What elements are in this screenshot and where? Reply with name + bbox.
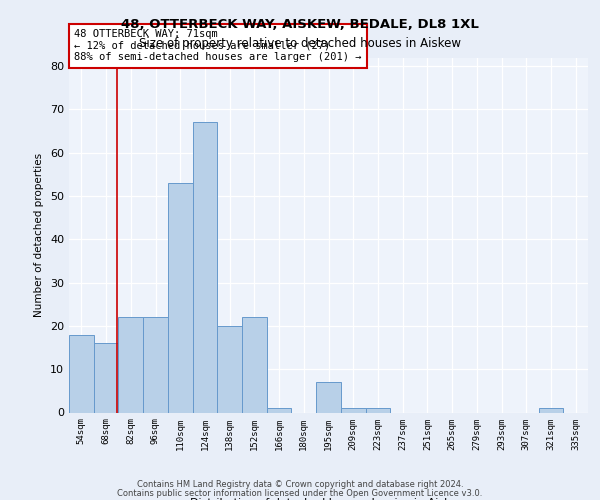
Text: 48, OTTERBECK WAY, AISKEW, BEDALE, DL8 1XL: 48, OTTERBECK WAY, AISKEW, BEDALE, DL8 1… — [121, 18, 479, 30]
Y-axis label: Number of detached properties: Number of detached properties — [34, 153, 44, 317]
Bar — [143, 318, 168, 412]
Bar — [539, 408, 563, 412]
Bar — [168, 183, 193, 412]
Bar — [69, 334, 94, 412]
Text: 48 OTTERBECK WAY: 71sqm
← 12% of detached houses are smaller (27)
88% of semi-de: 48 OTTERBECK WAY: 71sqm ← 12% of detache… — [74, 29, 362, 62]
Bar — [193, 122, 217, 412]
Bar — [316, 382, 341, 412]
Text: Contains HM Land Registry data © Crown copyright and database right 2024.: Contains HM Land Registry data © Crown c… — [137, 480, 463, 489]
Text: Contains public sector information licensed under the Open Government Licence v3: Contains public sector information licen… — [118, 488, 482, 498]
Bar — [217, 326, 242, 412]
Text: Size of property relative to detached houses in Aiskew: Size of property relative to detached ho… — [139, 38, 461, 51]
Bar — [341, 408, 365, 412]
Bar — [365, 408, 390, 412]
Bar — [94, 343, 118, 412]
Bar — [118, 318, 143, 412]
Bar — [242, 318, 267, 412]
Bar — [267, 408, 292, 412]
X-axis label: Distribution of detached houses by size in Aiskew: Distribution of detached houses by size … — [190, 498, 467, 500]
